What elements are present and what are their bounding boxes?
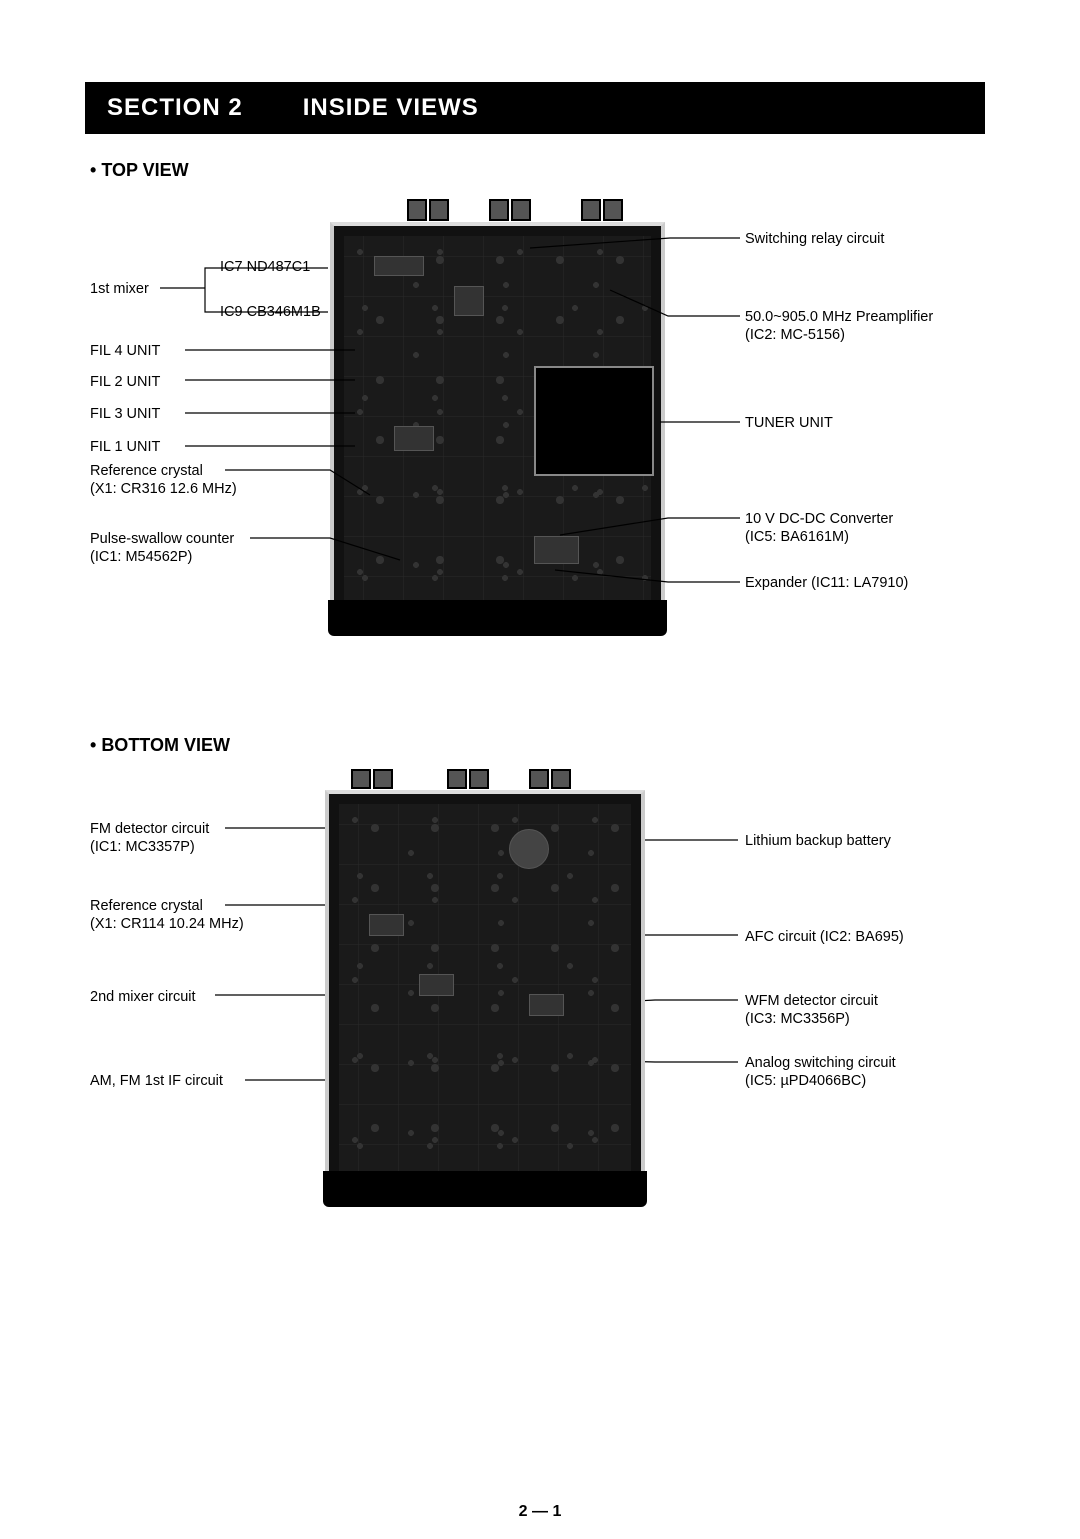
callout-expander: Expander (IC11: LA7910) [745,574,908,592]
callout-refx2-b: (X1: CR114 10.24 MHz) [90,916,244,932]
callout-ic7: IC7 ND487C1 [220,258,310,276]
callout-asw-a: Analog switching circuit [745,1055,896,1071]
top-view-heading: TOP VIEW [90,160,189,181]
battery-icon [509,829,549,869]
callout-preamp-a: 50.0~905.0 MHz Preamplifier [745,309,933,325]
callout-lithium: Lithium backup battery [745,832,891,850]
callout-psc: Pulse-swallow counter (IC1: M54562P) [90,530,234,566]
bottom-pcb [325,790,645,1185]
top-pcb-base [328,600,667,636]
tuner-unit-box [534,366,654,476]
chip [534,536,579,564]
callout-psc-a: Pulse-swallow counter [90,531,234,547]
callout-psc-b: (IC1: M54562P) [90,549,192,565]
callout-fil1: FIL 1 UNIT [90,438,160,456]
callout-asw: Analog switching circuit (IC5: µPD4066BC… [745,1054,896,1090]
chip [369,914,404,936]
bottom-pcb-inner [339,804,631,1171]
callout-refxtal-b: (X1: CR316 12.6 MHz) [90,481,237,497]
callout-dcdc-b: (IC5: BA6161M) [745,529,849,545]
callout-refxtal-a: Reference crystal [90,463,203,479]
callout-refx2-a: Reference crystal [90,898,203,914]
page-number: 2 — 1 [0,1503,1080,1521]
callout-fmdet-a: FM detector circuit [90,821,209,837]
callout-dcdc-a: 10 V DC-DC Converter [745,511,893,527]
callout-preamp: 50.0~905.0 MHz Preamplifier (IC2: MC-515… [745,308,933,344]
callout-asw-b: (IC5: µPD4066BC) [745,1073,866,1089]
bottom-view-heading: BOTTOM VIEW [90,735,230,756]
section-header: SECTION 2 INSIDE VIEWS [85,82,985,134]
top-pcb [330,222,665,614]
callout-fil4: FIL 4 UNIT [90,342,160,360]
chip [394,426,434,451]
callout-wfm-b: (IC3: MC3356P) [745,1011,850,1027]
callout-refxtal: Reference crystal (X1: CR316 12.6 MHz) [90,462,237,498]
callout-fmdet-b: (IC1: MC3357P) [90,839,195,855]
callout-1st-mixer: 1st mixer [90,280,149,298]
chip [374,256,424,276]
callout-afc: AFC circuit (IC2: BA695) [745,928,904,946]
callout-wfm: WFM detector circuit (IC3: MC3356P) [745,992,878,1028]
callout-preamp-b: (IC2: MC-5156) [745,327,845,343]
callout-fil2: FIL 2 UNIT [90,373,160,391]
chip [454,286,484,316]
callout-fmdet: FM detector circuit (IC1: MC3357P) [90,820,209,856]
callout-refx2: Reference crystal (X1: CR114 10.24 MHz) [90,897,244,933]
callout-wfm-a: WFM detector circuit [745,993,878,1009]
chip [529,994,564,1016]
callout-relay: Switching relay circuit [745,230,884,248]
section-title: INSIDE VIEWS [303,94,479,122]
callout-2ndmixer: 2nd mixer circuit [90,988,196,1006]
chip [419,974,454,996]
section-number: SECTION 2 [107,94,243,122]
callout-fil3: FIL 3 UNIT [90,405,160,423]
callout-tuner: TUNER UNIT [745,414,833,432]
bottom-pcb-base [323,1171,647,1207]
callout-amfm-if: AM, FM 1st IF circuit [90,1072,223,1090]
callout-ic9: IC9 CB346M1B [220,303,321,321]
callout-dcdc: 10 V DC-DC Converter (IC5: BA6161M) [745,510,893,546]
